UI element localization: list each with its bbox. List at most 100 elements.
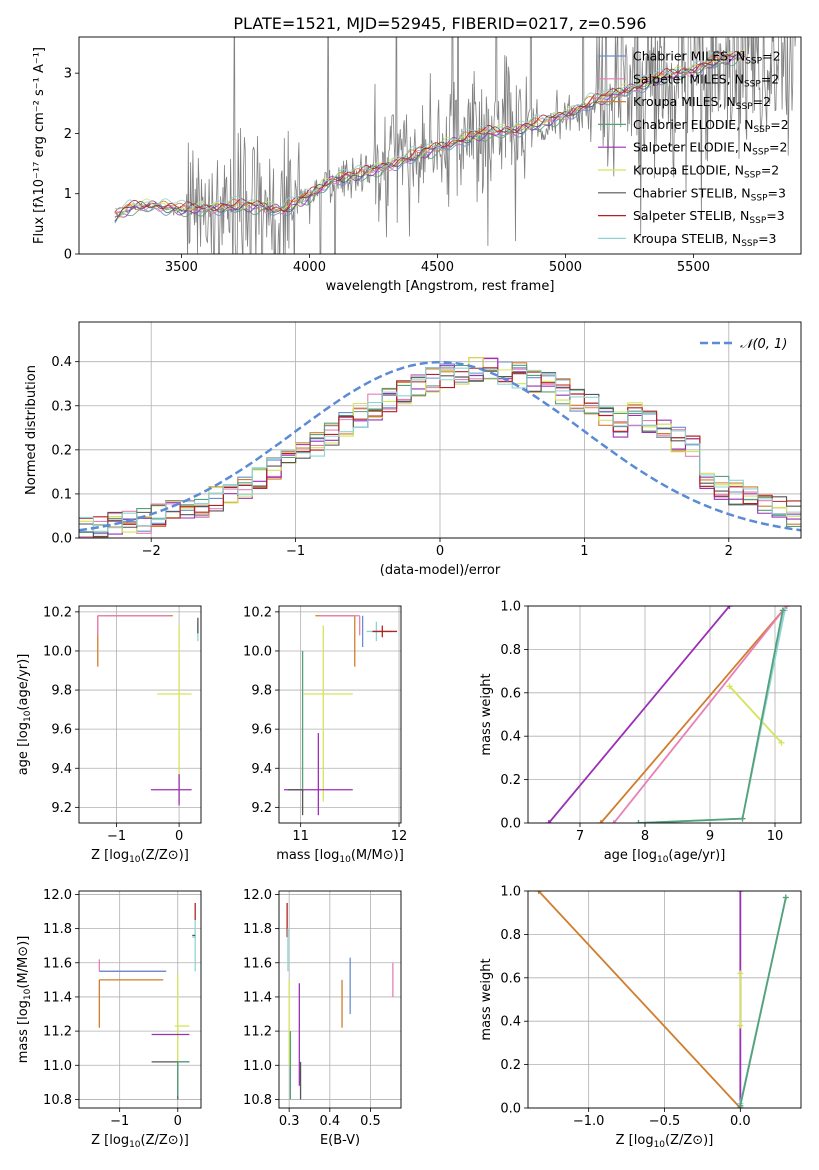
- label-part: =2: [761, 163, 779, 178]
- x-tick-label: 12: [391, 829, 408, 844]
- y-tick-label: 0.2: [500, 773, 521, 788]
- data-point: [192, 920, 196, 972]
- label-sub: 10: [23, 988, 33, 1000]
- legend-entry: 𝒩(0, 1): [740, 337, 787, 352]
- series-marker: [737, 891, 744, 894]
- panel-residuals: −2 −1 0 1 2 0.0 0.1 0.2 0.3 0.4 (data-model)/error…: [24, 321, 802, 578]
- label-part: (age/yr)]: [16, 654, 31, 711]
- model-spectrum: [114, 55, 745, 222]
- series-marker: [778, 739, 785, 746]
- label-part: Z [log: [91, 1133, 129, 1148]
- label-part: =3: [768, 185, 786, 200]
- label-part: =3: [758, 231, 776, 246]
- x-tick-label: 4000: [293, 260, 326, 275]
- label-part: (M/M⊙)]: [351, 848, 404, 863]
- data-point: [287, 789, 304, 816]
- label-sub: SSP: [736, 102, 753, 112]
- series-marker: [545, 820, 552, 823]
- label-part: (Z/Z⊙)]: [665, 1133, 713, 1148]
- legend-entry: Chabrier MILES, NSSP=2: [633, 49, 781, 67]
- gaussian-curve: [79, 360, 801, 532]
- label-part: mass [log: [16, 1000, 31, 1063]
- y-tick-label: 0.8: [500, 928, 521, 943]
- label-part: (Z/Z⊙)]: [141, 1133, 189, 1148]
- y-tick-label: 9.4: [251, 762, 272, 777]
- legend-entry: Salpeter ELODIE, NSSP=2: [633, 140, 787, 158]
- figure-title: PLATE=1521, MJD=52945, FIBERID=0217, z=0…: [233, 14, 646, 33]
- legend-entry: Salpeter MILES, NSSP=2: [633, 71, 779, 89]
- x-axis-label: Z [log10(Z/Z⊙)]: [91, 848, 189, 865]
- plot-area: [79, 357, 801, 538]
- data-point: [177, 1061, 190, 1097]
- series-line: [548, 606, 731, 823]
- y-tick-label: 0.8: [500, 643, 521, 658]
- panel-mass-weight-vs-Z: −1.0 −0.5 0.0 0.0 0.2 0.4 0.6 0.8 1.0 Z [log10(Z/…: [479, 885, 802, 1150]
- data-point: [320, 615, 361, 636]
- x-tick-label: −1: [110, 1114, 129, 1129]
- series-marker: [737, 970, 744, 977]
- x-tick-label: 0.3: [279, 1114, 300, 1129]
- plot-area: [545, 606, 790, 823]
- label-part: =2: [769, 140, 787, 155]
- y-tick-label: 0.4: [500, 1015, 521, 1030]
- y-tick-label: 11.2: [43, 1025, 72, 1040]
- plot-area: [114, 37, 796, 254]
- y-tick-label: 10.8: [243, 1093, 272, 1108]
- label-part: mass [log: [276, 848, 339, 863]
- label-sub: 10: [657, 855, 669, 865]
- y-tick-label: 9.2: [251, 801, 272, 816]
- x-axis-label: Z [log10(Z/Z⊙)]: [91, 1133, 189, 1150]
- x-tick-label: −1.0: [573, 1114, 605, 1129]
- y-axis-label: mass weight: [479, 958, 494, 1040]
- label-part: =2: [761, 71, 779, 86]
- plot-area: [98, 902, 196, 1100]
- series-line: [638, 610, 784, 823]
- label-part: =2: [753, 94, 771, 109]
- data-point: [97, 615, 173, 667]
- x-axis-label: Z [log10(Z/Z⊙)]: [616, 1133, 714, 1150]
- y-tick-label: 10.0: [43, 644, 72, 659]
- legend-entry: Chabrier ELODIE, NSSP=2: [633, 117, 789, 135]
- y-tick-label: 11.6: [43, 956, 72, 971]
- label-part: (Z/Z⊙)]: [141, 848, 189, 863]
- plot-area: [286, 902, 394, 1100]
- y-tick-label: 12.0: [243, 888, 272, 903]
- x-tick-label: 0.0: [730, 1114, 751, 1129]
- legend-entry: Kroupa ELODIE, NSSP=2: [633, 163, 779, 181]
- data-point: [151, 1061, 190, 1100]
- data-point: [98, 959, 167, 972]
- axes-frame: [78, 36, 802, 255]
- label-part: (age/yr)]: [668, 848, 725, 863]
- x-axis-label: E(B-V): [320, 1133, 360, 1148]
- x-tick-label: 0: [175, 829, 183, 844]
- label-sub: 10: [339, 855, 351, 865]
- y-tick-label: 1.0: [500, 600, 521, 615]
- label-part: =3: [766, 208, 784, 223]
- series-line: [728, 685, 783, 744]
- label-sub: 10: [23, 710, 33, 722]
- histogram-series: [79, 367, 801, 527]
- label-part: (M/M⊙)]: [16, 936, 31, 989]
- axes-frame: [78, 890, 202, 1109]
- y-tick-label: 0.2: [500, 1058, 521, 1073]
- label-sub: SSP: [741, 239, 758, 249]
- y-axis-label: mass [log10(M/M⊙)]: [16, 936, 33, 1064]
- observed-spectrum: [115, 37, 796, 254]
- label-part: Salpeter ELODIE, N: [633, 140, 752, 155]
- x-axis-label: mass [log10(M/M⊙)]: [276, 848, 404, 865]
- plot-area: [283, 615, 398, 816]
- y-tick-label: 11.0: [43, 1059, 72, 1074]
- model-spectrum: [114, 48, 746, 219]
- x-axis-label: wavelength [Angstrom, rest frame]: [326, 279, 555, 294]
- label-part: Z [log: [616, 1133, 654, 1148]
- series-marker: [737, 1022, 744, 1029]
- legend-entry: Kroupa MILES, NSSP=2: [633, 94, 771, 112]
- y-axis-label: age [log10(age/yr)]: [16, 654, 33, 776]
- y-tick-label: 0.1: [51, 487, 72, 502]
- y-tick-label: 0.4: [500, 730, 521, 745]
- y-tick-label: 10.2: [243, 605, 272, 620]
- y-tick-label: 11.2: [243, 1025, 272, 1040]
- x-tick-label: −1: [107, 829, 126, 844]
- x-tick-label: 0.5: [360, 1114, 381, 1129]
